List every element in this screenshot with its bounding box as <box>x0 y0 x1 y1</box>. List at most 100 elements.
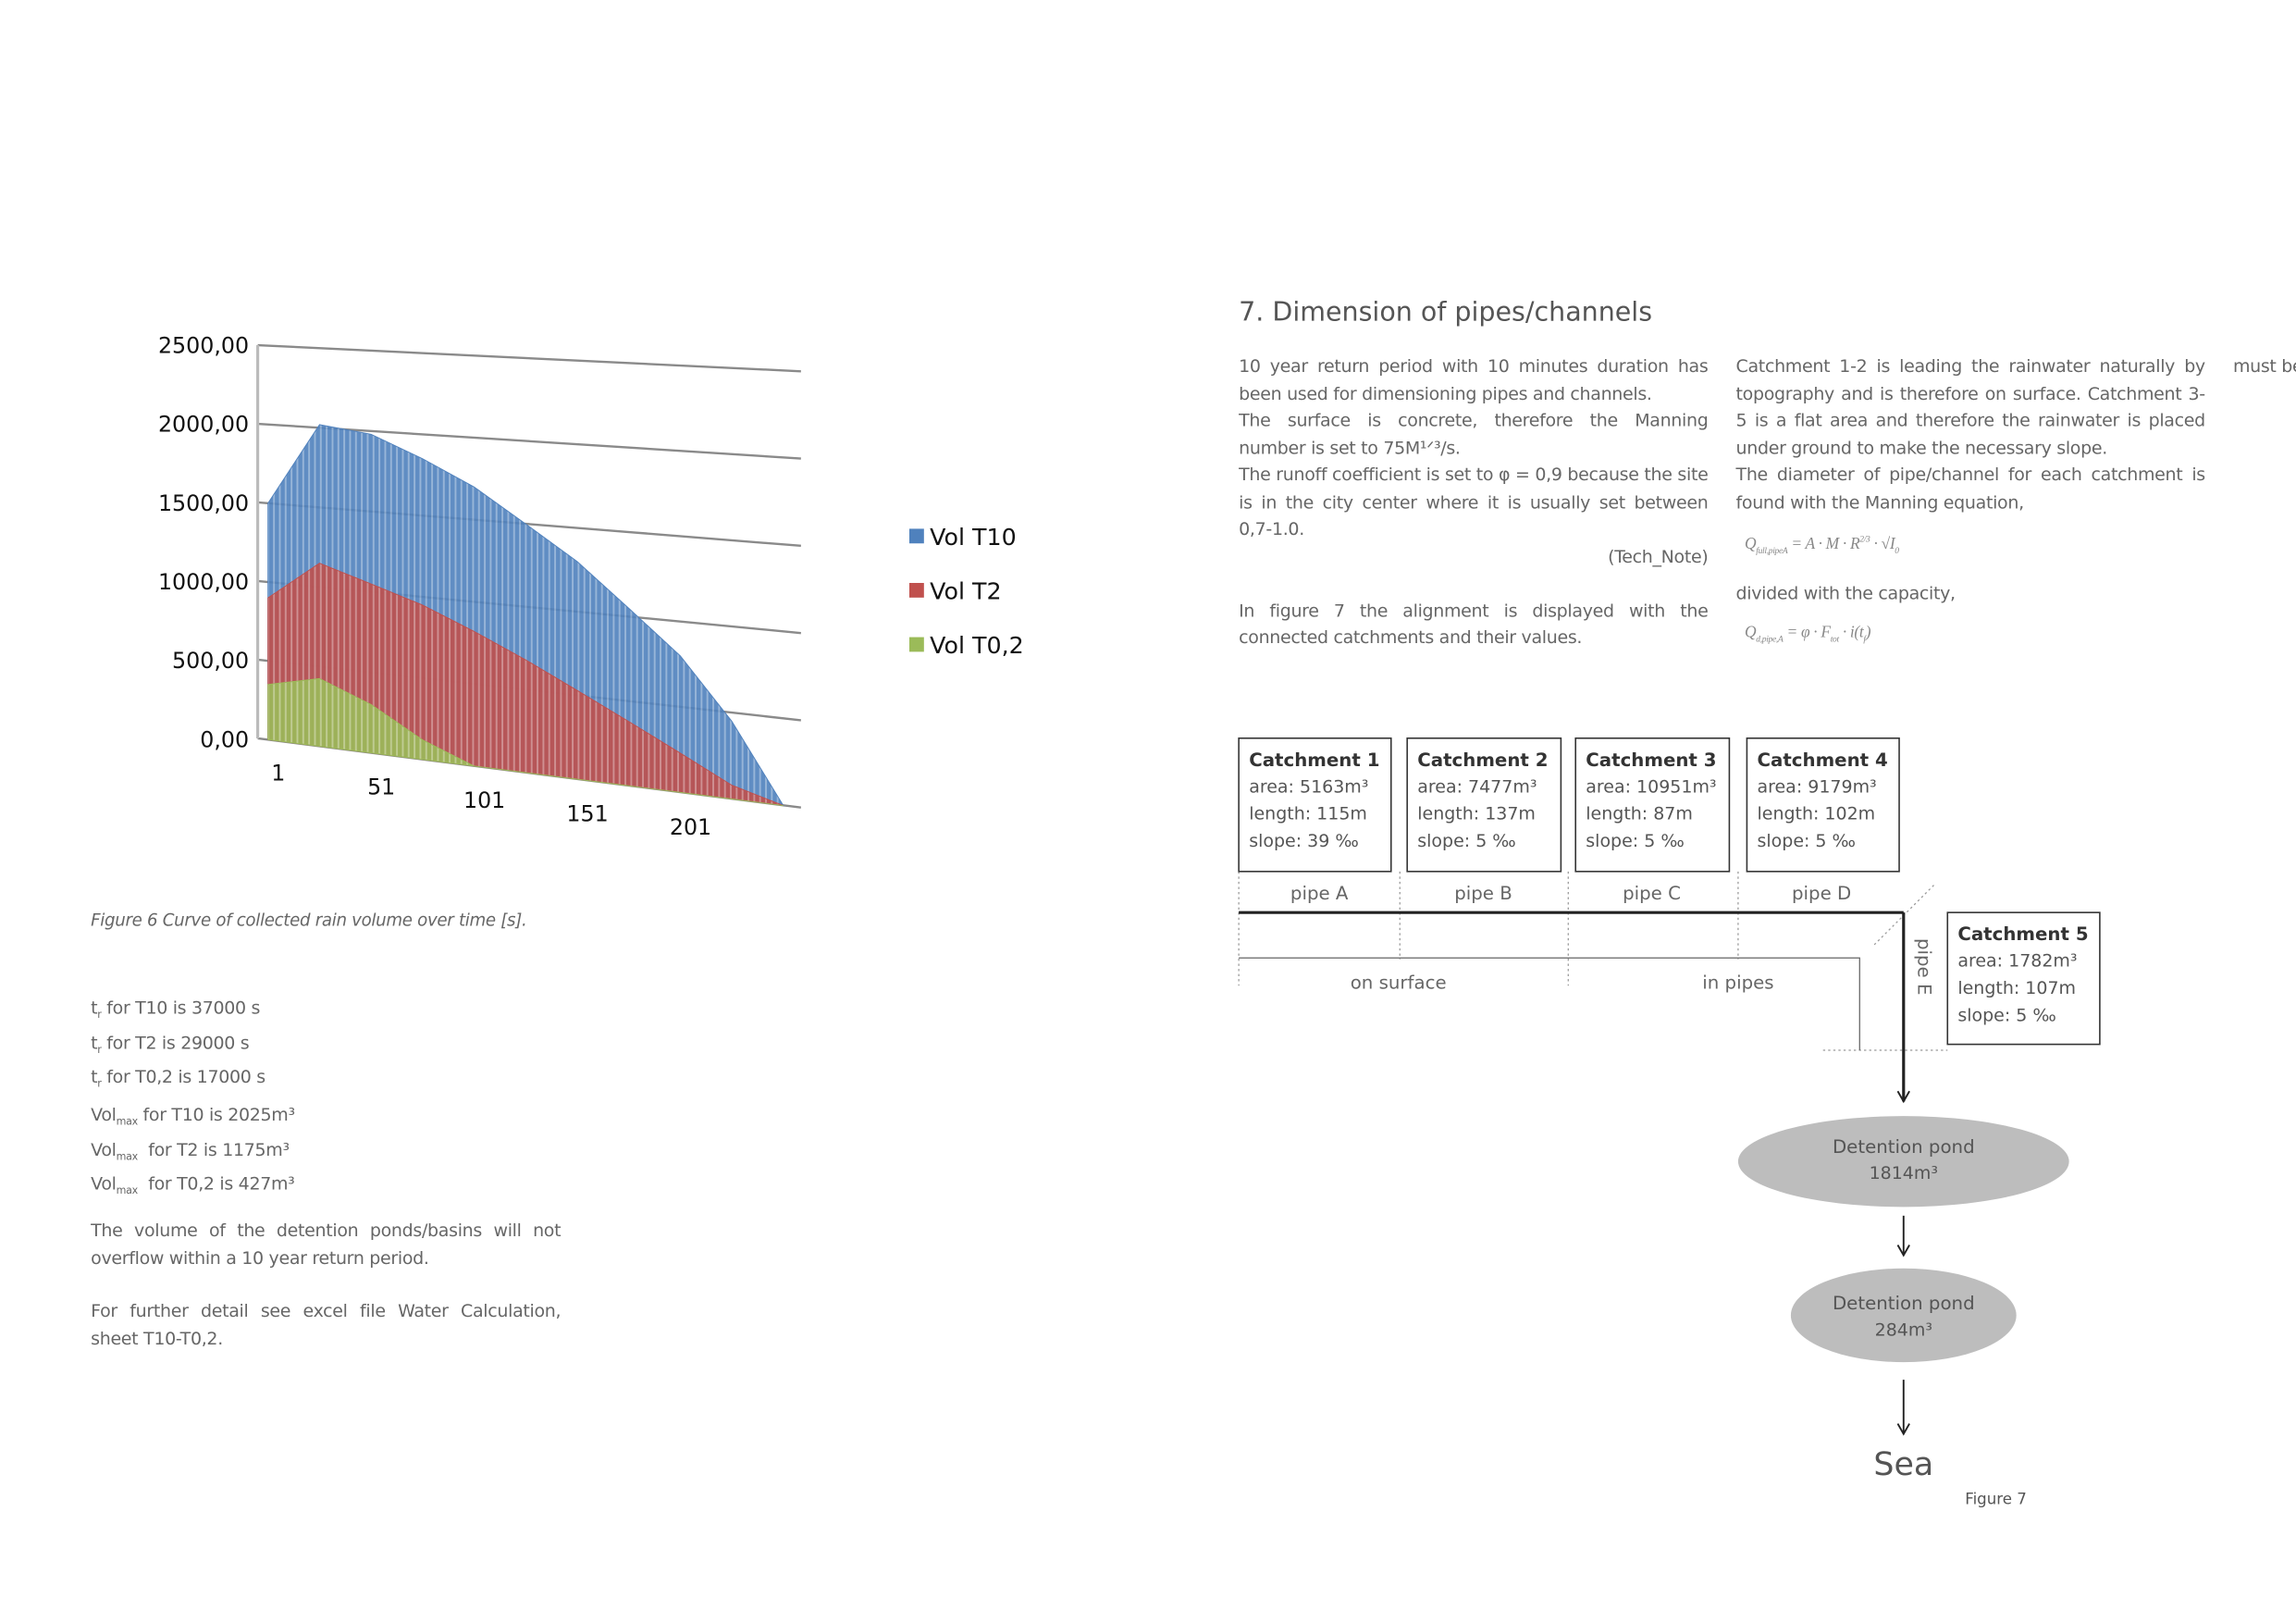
subscript: r <box>97 1078 102 1090</box>
x-tick-label: 201 <box>670 814 711 840</box>
max-volumes: Volmax for T10 is 2025m³ Volmax for T2 i… <box>91 1101 295 1205</box>
subscript: max <box>116 1150 139 1163</box>
text-line: Volmax for T10 is 2025m³ <box>91 1101 295 1135</box>
catchment-line: slope: 5 ‰ <box>1757 831 1856 851</box>
formula-part: = φ · F <box>1783 623 1831 641</box>
y-tick-label: 1500,00 <box>158 490 249 516</box>
symbol: Vol <box>91 1104 117 1125</box>
y-tick-label: 0,00 <box>200 726 249 752</box>
text: for T0,2 is 427m³ <box>137 1172 295 1195</box>
symbol: Vol <box>91 1138 117 1159</box>
y-tick-label: 2500,00 <box>158 332 249 358</box>
formula-part: 2/3 <box>1859 536 1870 545</box>
source-note: (Tech_Note) <box>1608 545 1709 566</box>
formula-part: f <box>1863 635 1866 644</box>
catchment-line: slope: 5 ‰ <box>1586 831 1685 851</box>
legend-swatch <box>908 582 924 598</box>
catchment-box <box>1574 737 1731 873</box>
catchment-title: Catchment 1 <box>1249 750 1379 771</box>
x-tick-label: 151 <box>566 800 608 826</box>
subscript: max <box>116 1184 139 1197</box>
y-tick-label: 2000,00 <box>158 412 249 438</box>
text: for T10 is 37000 s <box>101 997 261 1019</box>
text-line: tr for T10 is 37000 s <box>91 995 265 1029</box>
surface-line <box>1239 957 1860 1050</box>
formula-part: d,pipe,A <box>1756 635 1784 644</box>
pipe-label: pipe B <box>1454 883 1512 904</box>
catchment-line: area: 7477m³ <box>1417 776 1537 797</box>
pond-volume: 1814m³ <box>1870 1163 1938 1183</box>
catchment-line: length: 107m <box>1957 978 2076 998</box>
catchment-line: length: 115m <box>1249 804 1367 824</box>
subscript: r <box>97 1043 102 1056</box>
outlet: Sea <box>1873 1446 1933 1483</box>
formula: Qfull,pipeA = A · M · R2/3 · √I0 <box>1745 527 2205 565</box>
concentration-times: tr for T10 is 37000 s tr for T2 is 29000… <box>91 995 265 1098</box>
paragraph: In figure 7 the alignment is displayed w… <box>1239 600 1709 648</box>
text-line: tr for T2 is 29000 s <box>91 1029 265 1063</box>
paragraph: The runoff coefficient is set to φ = 0,9… <box>1239 464 1709 539</box>
catchment-line: length: 102m <box>1757 804 1875 824</box>
pond-label: Detention pond <box>1833 1293 1975 1314</box>
text-line: Volmax for T0,2 is 427m³ <box>91 1171 295 1205</box>
paragraph: must be ≤1. <box>2232 355 2296 377</box>
catchment-line: area: 9179m³ <box>1757 776 1876 797</box>
text: for T2 is 29000 s <box>101 1032 250 1053</box>
pond-label: Detention pond <box>1833 1136 1975 1158</box>
catchment-line: slope: 5 ‰ <box>1957 1005 2056 1025</box>
catchment-line: length: 87m <box>1586 804 1693 824</box>
separators <box>1238 871 1948 1051</box>
zone-label: in pipes <box>1702 972 1773 993</box>
catchment-box <box>1946 911 2101 1046</box>
subscript: max <box>116 1116 139 1128</box>
section-body: 10 year return period with 10 minutes du… <box>1239 353 2296 682</box>
catchment-line: length: 137m <box>1417 804 1536 824</box>
x-tick-label: 1 <box>271 761 285 787</box>
catchment-line: slope: 5 ‰ <box>1417 831 1516 851</box>
paragraph: Catchment 1-2 is leading the rainwater n… <box>1735 355 2206 458</box>
paragraph: 10 year return period with 10 minutes du… <box>1239 355 1709 404</box>
paragraph: The diameter of pipe/channel for each ca… <box>1735 464 2206 513</box>
area <box>267 677 784 807</box>
formula-part: Q <box>1745 535 1757 553</box>
legend-swatch <box>908 637 924 652</box>
pond <box>1790 1268 2017 1363</box>
symbol: Vol <box>91 1172 117 1195</box>
catchment-box <box>1406 737 1562 873</box>
grid-line <box>257 343 801 373</box>
formula: Qd,pipe,A = φ · Ftot · i(tf) <box>1745 619 2205 653</box>
catchment-line: area: 5163m³ <box>1249 776 1368 797</box>
figure-caption: Figure 7 <box>1965 1491 2027 1508</box>
catchment-title: Catchment 3 <box>1586 750 1716 771</box>
figure-caption: Figure 6 Curve of collected rain volume … <box>91 909 527 931</box>
formula-part: · i(t <box>1838 623 1864 641</box>
zone-label: on surface <box>1351 972 1447 993</box>
pipe-label: pipe A <box>1290 883 1349 904</box>
catchment-title: Catchment 5 <box>1957 923 2088 945</box>
catchment-line: area: 10951m³ <box>1586 776 1716 797</box>
paragraph: For further detail see excel file Water … <box>91 1300 562 1349</box>
y-tick-label: 1000,00 <box>158 569 249 595</box>
chart: 0,00 500,00 1000,00 1500,00 2000,00 2500,00 15… <box>158 332 1024 840</box>
catchment-box <box>1238 737 1392 873</box>
x-tick-label: 101 <box>463 787 505 813</box>
text: for T0,2 is 17000 s <box>101 1066 265 1087</box>
pond <box>1737 1116 2069 1208</box>
formula-part: ) <box>1865 623 1871 641</box>
pipe-label: pipe C <box>1623 883 1681 904</box>
formula-part: tot <box>1830 635 1839 644</box>
catchment-title: Catchment 2 <box>1417 750 1548 771</box>
formula-part: 0 <box>1895 547 1899 556</box>
legend-label: Vol T10 <box>930 523 1017 551</box>
symbol: t <box>91 1032 98 1053</box>
y-tick-label: 500,00 <box>172 648 249 674</box>
legend-swatch <box>908 528 924 544</box>
text: for T10 is 2025m³ <box>137 1104 296 1125</box>
pipe-label: pipe E <box>1914 938 1935 996</box>
catchment-line: area: 1782m³ <box>1957 951 2077 972</box>
formula-part: Q <box>1745 623 1757 641</box>
